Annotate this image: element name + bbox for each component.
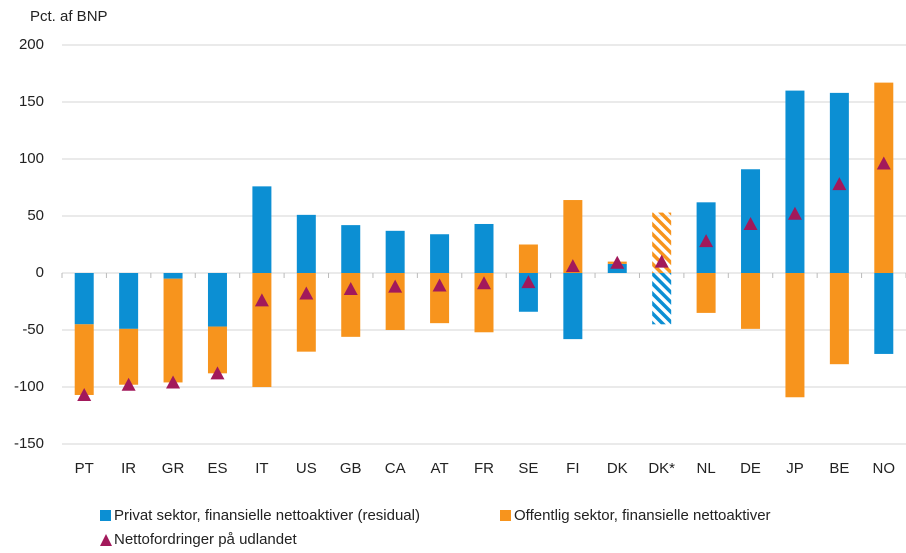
marker: [299, 286, 314, 300]
bar: [341, 225, 361, 273]
y-tick-label: 50: [27, 207, 44, 224]
bar: [119, 273, 139, 329]
x-tick-label: GB: [340, 460, 362, 477]
bar: [430, 273, 450, 324]
bar: [252, 186, 272, 273]
bar: [252, 273, 272, 387]
y-tick-label: 150: [19, 93, 44, 110]
y-tick-label: -100: [14, 378, 44, 395]
bar: [207, 326, 227, 374]
bar: [652, 212, 672, 273]
bar: [696, 273, 716, 313]
y-tick-label: -50: [22, 321, 44, 338]
legend-swatch: [500, 510, 511, 521]
bar: [74, 324, 94, 395]
bar: [563, 273, 583, 340]
y-tick-label: 200: [19, 36, 44, 53]
marker: [166, 375, 181, 389]
x-tick-label: DE: [740, 460, 761, 477]
x-tick-label: IT: [255, 460, 268, 477]
x-tick-label: SE: [518, 460, 538, 477]
x-tick-label: JP: [786, 460, 804, 477]
x-tick-label: IR: [121, 460, 136, 477]
bar: [385, 230, 405, 273]
bar: [652, 273, 672, 325]
bar: [474, 223, 494, 273]
bar: [296, 214, 316, 273]
marker: [610, 255, 625, 269]
bar: [119, 328, 139, 385]
marker: [121, 377, 136, 391]
legend-swatch: [100, 534, 112, 546]
x-tick-label: NO: [873, 460, 896, 477]
x-tick-label: FR: [474, 460, 494, 477]
y-tick-label: 0: [36, 264, 44, 281]
x-tick-label: DK: [607, 460, 628, 477]
bar: [163, 278, 183, 383]
bar: [163, 273, 183, 279]
legend-label: Offentlig sektor, finansielle nettoaktiv…: [514, 507, 771, 524]
marker: [743, 216, 758, 230]
y-axis-label: Pct. af BNP: [30, 8, 108, 25]
x-tick-label: AT: [431, 460, 449, 477]
bar: [207, 273, 227, 327]
marker: [565, 259, 580, 273]
legend-label: Nettofordringer på udlandet: [114, 531, 297, 548]
marker: [787, 206, 802, 220]
bar: [296, 273, 316, 352]
marker: [699, 234, 714, 248]
marker: [210, 366, 225, 380]
bar: [785, 90, 805, 273]
marker: [477, 276, 491, 290]
bar: [741, 273, 761, 329]
x-tick-label: US: [296, 460, 317, 477]
marker: [254, 293, 269, 307]
legend-swatch: [100, 510, 111, 521]
marker: [832, 177, 847, 191]
x-tick-label: GR: [162, 460, 185, 477]
x-tick-label: DK*: [648, 460, 675, 477]
marker: [521, 275, 536, 289]
x-tick-label: BE: [829, 460, 849, 477]
bar: [874, 273, 894, 354]
bar: [74, 273, 94, 325]
bar: [385, 273, 405, 330]
bar: [430, 234, 450, 273]
x-tick-label: PT: [75, 460, 94, 477]
bar: [874, 82, 894, 274]
marker: [432, 278, 447, 292]
bar: [785, 273, 805, 398]
x-tick-label: FI: [566, 460, 579, 477]
x-tick-label: NL: [697, 460, 716, 477]
bar: [518, 273, 538, 312]
bar: [563, 200, 583, 273]
y-tick-label: 100: [19, 150, 44, 167]
bar: [341, 273, 361, 337]
bar: [829, 273, 849, 365]
marker: [77, 387, 92, 401]
legend-label: Privat sektor, finansielle nettoaktiver …: [114, 507, 420, 524]
y-tick-label: -150: [14, 435, 44, 452]
marker: [654, 254, 669, 268]
x-tick-label: ES: [207, 460, 227, 477]
marker: [876, 156, 891, 170]
bar: [518, 244, 538, 273]
marker: [388, 279, 403, 293]
x-tick-label: CA: [385, 460, 406, 477]
marker: [343, 281, 358, 295]
